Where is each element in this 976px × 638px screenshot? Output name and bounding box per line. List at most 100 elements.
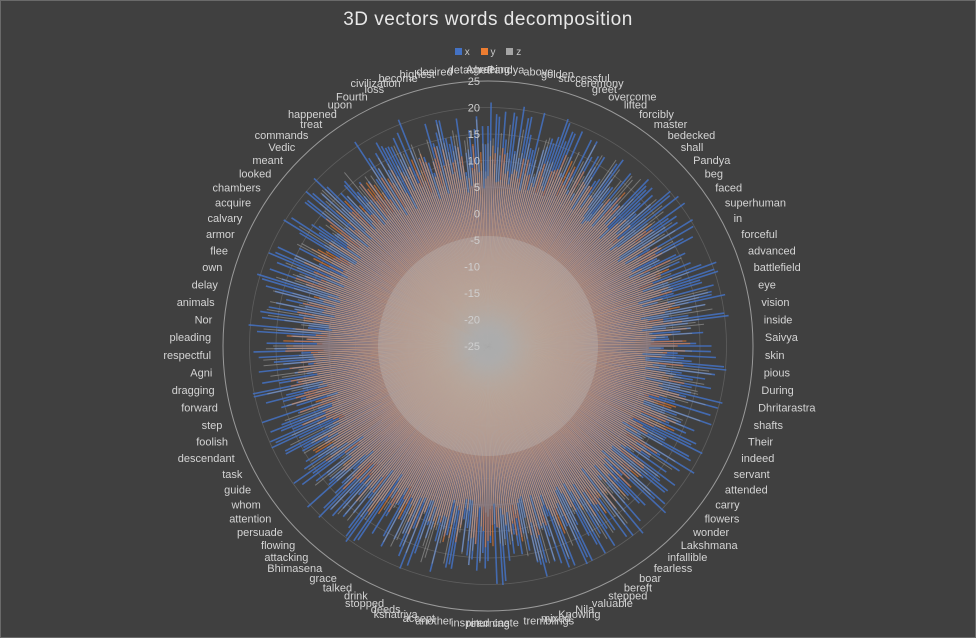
category-label: golden <box>541 69 574 81</box>
category-label: servant <box>734 469 770 481</box>
radial-tick-label-1: 20 <box>468 103 480 115</box>
category-label: Agni <box>190 368 212 380</box>
legend-swatch-z <box>506 48 514 55</box>
radial-tick-label-6: -5 <box>470 235 480 247</box>
category-label: attacking <box>264 552 308 564</box>
category-label: task <box>222 469 243 481</box>
category-label: looked <box>239 168 271 180</box>
category-label: guide <box>224 485 251 497</box>
category-label: stepped <box>608 591 647 603</box>
category-label: Pandya <box>693 155 731 167</box>
category-label: desired <box>417 66 453 78</box>
legend-swatch-x <box>454 48 462 55</box>
category-label: forward <box>181 403 218 415</box>
series-z-spoke-499 <box>485 171 489 347</box>
category-label: bereft <box>624 582 652 594</box>
category-label: drink <box>344 591 368 603</box>
category-label: above <box>523 66 553 78</box>
category-label: flowers <box>705 514 740 526</box>
category-label: flowing <box>261 540 295 552</box>
category-label: indeed <box>741 453 774 465</box>
legend-item-z: z <box>506 47 521 58</box>
chart-title: 3D vectors words decomposition <box>343 9 633 30</box>
gridline-ring-1 <box>249 107 727 585</box>
category-label: master <box>654 119 688 131</box>
legend-swatch-y <box>480 48 488 55</box>
category-label: grace <box>309 573 337 585</box>
category-label: During <box>761 385 793 397</box>
category-label: beg <box>705 168 723 180</box>
legend-item-y: y <box>480 47 496 58</box>
category-label: happened <box>288 109 337 121</box>
category-label: overcome <box>608 91 656 103</box>
category-label: upon <box>328 100 352 112</box>
category-label: stopped <box>345 598 384 610</box>
category-label: kshatriya <box>374 609 419 621</box>
legend-label-z: z <box>516 47 522 58</box>
series-z <box>263 119 713 566</box>
category-label: respectful <box>163 350 211 362</box>
category-label: Lakshmana <box>681 540 739 552</box>
category-label: ceremony <box>575 78 624 90</box>
category-label: caste <box>493 617 519 629</box>
category-label: shafts <box>754 420 784 432</box>
category-label: acquire <box>215 197 251 209</box>
category-label: shall <box>681 142 704 154</box>
category-label: carry <box>715 500 740 512</box>
category-label: civilization <box>351 78 401 90</box>
category-label: Saivya <box>765 332 799 344</box>
radar-series <box>248 102 729 586</box>
category-label: tremblings <box>523 616 574 628</box>
category-label: talked <box>323 582 352 594</box>
category-label: dragging <box>172 385 215 397</box>
category-label: armor <box>206 229 235 241</box>
category-label: whom <box>230 500 260 512</box>
category-label: valuable <box>592 598 633 610</box>
radial-tick-label-2: 15 <box>468 129 480 141</box>
radial-tick-label-5: 0 <box>474 209 480 221</box>
category-label: Vedic <box>268 142 295 154</box>
category-label: flee <box>210 245 228 257</box>
category-label: step <box>202 420 223 432</box>
category-label: deeds <box>371 604 401 616</box>
legend-item-x: x <box>454 47 470 58</box>
category-label: attention <box>229 514 271 526</box>
category-label: forceful <box>741 229 777 241</box>
category-label: own <box>202 262 222 274</box>
category-label: pious <box>764 368 791 380</box>
category-label: lifted <box>624 100 647 112</box>
category-label: Nor <box>195 314 213 326</box>
category-label: eye <box>758 279 776 291</box>
category-label: treat <box>300 119 322 131</box>
category-label: boar <box>639 573 661 585</box>
category-label: wonder <box>692 527 729 539</box>
category-label: superhuman <box>725 197 786 209</box>
category-label: vision <box>761 297 789 309</box>
category-label: in <box>734 213 743 225</box>
category-label: infallible <box>668 552 708 564</box>
category-label: persuade <box>237 527 283 539</box>
category-label: inside <box>764 314 793 326</box>
legend-label-x: x <box>464 47 470 58</box>
category-label: calvary <box>208 213 243 225</box>
category-label: advanced <box>748 245 796 257</box>
category-label: returning <box>466 618 509 630</box>
category-label: become <box>379 73 418 85</box>
category-label: faced <box>715 183 742 195</box>
category-label: Knowing <box>558 609 600 621</box>
category-label: bedecked <box>668 130 716 142</box>
radial-tick-label-8: -15 <box>464 288 480 300</box>
category-label: Bhimasena <box>267 563 323 575</box>
category-label: fearless <box>654 563 693 575</box>
category-label: delay <box>192 279 219 291</box>
radial-tick-label-3: 10 <box>468 156 480 168</box>
category-label: Nila <box>575 604 595 616</box>
category-label: pleading <box>170 332 212 344</box>
legend: x y z <box>1 47 975 58</box>
category-label: battlefield <box>754 262 801 274</box>
category-label: inspired <box>451 617 490 629</box>
category-label: descendant <box>178 453 235 465</box>
category-label: Agreeing <box>466 64 510 76</box>
